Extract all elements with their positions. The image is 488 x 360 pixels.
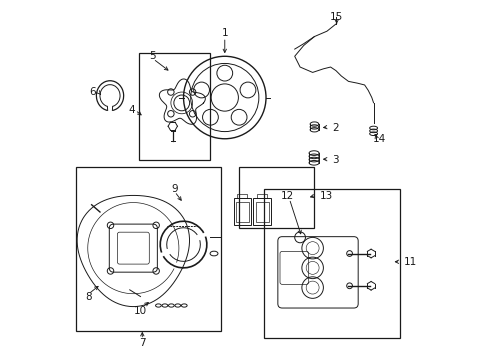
Text: 14: 14 [371, 134, 385, 144]
Text: 15: 15 [328, 12, 342, 22]
Text: 13: 13 [319, 191, 332, 201]
Text: 7: 7 [139, 338, 145, 348]
Bar [235, 202, 248, 222]
Text: 10: 10 [134, 306, 147, 316]
Bar [139, 53, 210, 160]
Bar [76, 167, 221, 330]
Text: 11: 11 [403, 257, 416, 267]
Text: 12: 12 [280, 191, 294, 201]
Text: 1: 1 [221, 28, 227, 38]
Text: 5: 5 [149, 51, 156, 61]
Bar [239, 167, 314, 228]
Text: 9: 9 [171, 184, 178, 194]
Text: 8: 8 [85, 292, 92, 302]
Bar [257, 194, 266, 198]
Text: 3: 3 [332, 155, 338, 165]
Bar [233, 198, 250, 225]
Text: 2: 2 [332, 123, 338, 133]
Bar [264, 189, 400, 338]
Bar [253, 198, 270, 225]
Bar [237, 194, 247, 198]
Text: 4: 4 [128, 105, 135, 115]
Bar [255, 202, 268, 222]
Text: 6: 6 [89, 87, 96, 97]
